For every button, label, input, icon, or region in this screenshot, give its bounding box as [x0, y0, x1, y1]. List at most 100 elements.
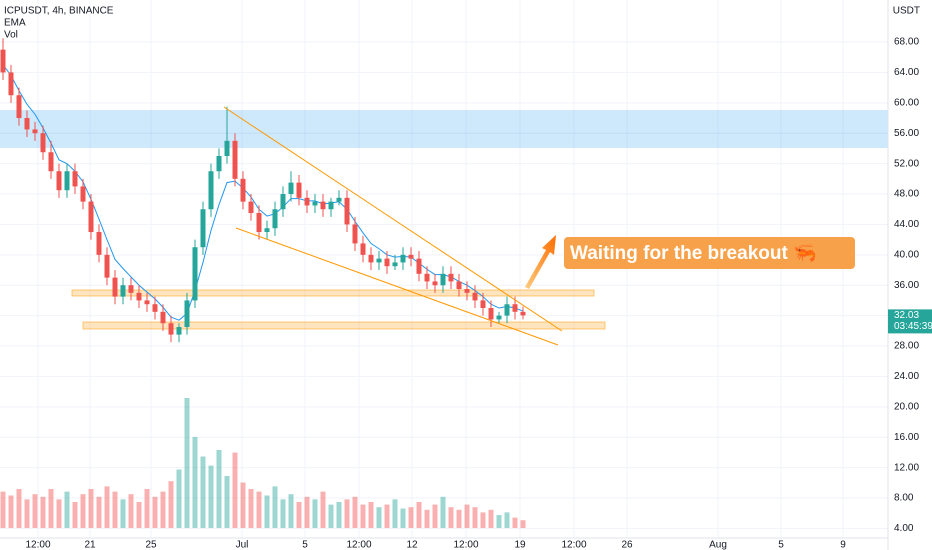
y-tick-label: 20.00: [894, 401, 919, 412]
unit-label: USDT: [893, 6, 920, 17]
candle-body: [352, 224, 358, 244]
candle-body: [152, 304, 158, 312]
candle-body: [240, 178, 246, 202]
volume-bar: [472, 507, 478, 528]
volume-bar: [48, 489, 54, 528]
candle-body: [296, 182, 302, 198]
volume-bar: [368, 502, 374, 528]
x-tick-label: 5: [778, 540, 784, 550]
volume-bar: [232, 452, 238, 528]
countdown-label: 03:45:39: [894, 321, 932, 332]
x-tick-label: 21: [84, 540, 96, 550]
y-tick-label: 12.00: [894, 462, 919, 473]
candle-body: [456, 281, 462, 290]
candle-body: [288, 182, 294, 195]
y-tick-label: 24.00: [894, 371, 919, 382]
callout-box: [564, 237, 855, 269]
volume-bar: [72, 502, 78, 528]
x-tick-label: 5: [302, 540, 308, 550]
candle-body: [184, 300, 190, 328]
y-tick-label: 40.00: [894, 249, 919, 260]
volume-bar: [336, 502, 342, 528]
volume-bar: [136, 502, 142, 528]
candle-body: [344, 197, 350, 225]
volume-bar: [160, 491, 166, 528]
volume-bar: [24, 499, 30, 528]
volume-bar: [296, 502, 302, 528]
y-tick-label: 60.00: [894, 97, 919, 108]
volume-bar: [200, 456, 206, 528]
volume-bar: [464, 504, 470, 528]
volume-bar: [304, 496, 310, 528]
y-tick-label: 56.00: [894, 128, 919, 139]
volume-bar: [16, 489, 22, 528]
y-tick-label: 16.00: [894, 432, 919, 443]
candle-body: [224, 140, 230, 157]
symbol-title: ICPUSDT, 4h, BINANCE: [4, 6, 114, 17]
candle-body: [520, 311, 526, 316]
candle-body: [248, 201, 254, 214]
y-tick-label: 64.00: [894, 67, 919, 78]
candle-body: [504, 304, 510, 316]
volume-bar: [8, 495, 14, 528]
volume-bar: [264, 495, 270, 528]
volume-bar: [248, 489, 254, 528]
candle-body: [64, 171, 70, 191]
candle-body: [256, 213, 262, 233]
candle-body: [128, 285, 134, 293]
volume-bar: [152, 496, 158, 528]
y-tick-label: 68.00: [894, 37, 919, 48]
volume-bar: [64, 491, 70, 528]
y-tick-label: 48.00: [894, 189, 919, 200]
candle-body: [264, 228, 270, 233]
trend-line: [223, 106, 563, 332]
candle-body: [416, 258, 422, 274]
volume-bar: [240, 482, 246, 528]
volume-bar: [312, 499, 318, 528]
volume-bar: [400, 508, 406, 528]
volume-bar: [408, 507, 414, 528]
candle-body: [280, 194, 286, 210]
candle-body: [200, 209, 206, 248]
y-tick-label: 28.00: [894, 341, 919, 352]
x-tick-label: 9: [840, 540, 846, 550]
callout-text: Waiting for the breakout 🦐: [570, 243, 817, 264]
candle-body: [512, 304, 518, 312]
volume-bar: [352, 496, 358, 528]
candle-body: [40, 133, 46, 153]
volume-bar: [112, 491, 118, 528]
candle-body: [400, 254, 406, 263]
last-price-tag: [888, 309, 932, 334]
candle-body: [104, 254, 110, 278]
candle-body: [464, 289, 470, 293]
volume-bar: [176, 469, 182, 528]
candle-body: [0, 49, 6, 73]
candle-body: [448, 273, 454, 282]
candle-body: [232, 140, 238, 179]
x-tick-label: 12:00: [346, 540, 371, 550]
x-tick-label: 12: [406, 540, 418, 550]
candle-body: [80, 186, 86, 202]
candle-body: [160, 311, 166, 324]
x-tick-label: 19: [514, 540, 526, 550]
candle-body: [208, 171, 214, 210]
candle-body: [496, 315, 502, 320]
volume-bar: [424, 509, 430, 528]
support-zone: [82, 321, 606, 330]
volume-bar: [184, 398, 190, 528]
volume-bar: [344, 499, 350, 528]
candle-body: [72, 171, 78, 187]
x-tick-label: 25: [145, 540, 157, 550]
x-tick-label: Aug: [709, 540, 727, 550]
volume-bar: [224, 476, 230, 528]
y-tick-label: 52.00: [894, 158, 919, 169]
volume-bar: [392, 499, 398, 528]
candle-body: [272, 209, 278, 229]
indicator-label: EMA: [4, 18, 26, 29]
volume-bar: [80, 494, 86, 528]
volume-bar: [448, 507, 454, 528]
candle-body: [8, 72, 14, 96]
candle-body: [176, 327, 182, 335]
candle-body: [328, 201, 334, 210]
